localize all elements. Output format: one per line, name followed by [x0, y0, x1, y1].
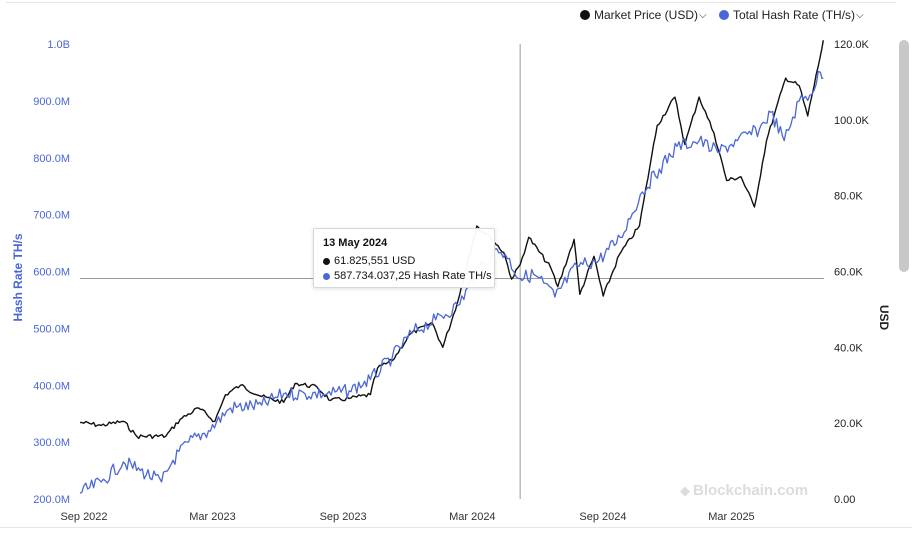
tooltip-hash: 587.734.037,25 Hash Rate TH/s: [334, 270, 492, 282]
price-dot-icon: [323, 257, 330, 265]
left-axis-tick-label: 800.0M: [33, 153, 70, 165]
right-axis-tick-label: 120.0K: [834, 39, 870, 51]
hash-rate-line: [79, 70, 824, 494]
left-axis-tick-label: 500.0M: [33, 323, 70, 335]
scrollbar[interactable]: [899, 40, 909, 272]
left-axis-tick-label: 200.0M: [33, 494, 70, 506]
x-axis-tick-label: Mar 2025: [708, 511, 754, 523]
series-dot-icon: [580, 10, 590, 20]
left-axis-tick-label: 700.0M: [33, 210, 70, 222]
x-axis-tick-label: Mar 2024: [449, 511, 495, 523]
bottom-divider: [0, 527, 912, 528]
tooltip-price-row: 61.825,551 USD: [323, 255, 415, 267]
right-axis-tick-label: 100.0K: [834, 115, 870, 127]
series-dot-icon: [719, 10, 729, 20]
left-axis-tick-label: 900.0M: [33, 96, 70, 108]
top-divider: [6, 2, 896, 3]
left-axis-tick-label: 1.0B: [47, 39, 70, 51]
chevron-down-icon: ⌵: [856, 9, 864, 21]
watermark: ◆ Blockchain.com: [680, 482, 808, 499]
left-axis-title: Hash Rate TH/s: [11, 233, 25, 321]
chevron-down-icon: ⌵: [699, 9, 707, 21]
legend-item-market-price[interactable]: Market Price (USD) ⌵: [580, 8, 707, 22]
watermark-text: Blockchain.com: [693, 482, 809, 499]
hash-dot-icon: [323, 272, 330, 280]
tooltip: 13 May 2024 61.825,551 USD 587.734.037,2…: [313, 228, 495, 288]
tooltip-hash-row: 587.734.037,25 Hash Rate TH/s: [323, 270, 492, 282]
right-axis-tick-label: 0.00: [834, 494, 855, 506]
x-axis-tick-label: Sep 2024: [579, 511, 626, 523]
legend-label-market-price: Market Price (USD): [594, 8, 699, 22]
x-axis-tick-label: Mar 2023: [189, 511, 235, 523]
legend-label-hash-rate: Total Hash Rate (TH/s): [733, 8, 856, 22]
market-price-line: [79, 40, 824, 440]
legend-item-hash-rate[interactable]: Total Hash Rate (TH/s) ⌵: [719, 8, 864, 22]
right-axis-title: USD: [877, 305, 891, 331]
blockchain-logo-icon: ◆: [680, 482, 690, 498]
x-axis-tick-label: Sep 2023: [320, 511, 367, 523]
right-axis-tick-label: 20.0K: [834, 418, 863, 430]
tooltip-price: 61.825,551 USD: [334, 255, 416, 267]
left-axis-tick-label: 600.0M: [33, 267, 70, 279]
right-axis-tick-label: 60.0K: [834, 267, 863, 279]
tooltip-date: 13 May 2024: [323, 237, 388, 249]
x-axis-tick-label: Sep 2022: [60, 511, 107, 523]
right-axis-tick-label: 40.0K: [834, 342, 863, 354]
right-axis-tick-label: 80.0K: [834, 191, 863, 203]
left-axis-tick-label: 400.0M: [33, 380, 70, 392]
left-axis-tick-label: 300.0M: [33, 437, 70, 449]
